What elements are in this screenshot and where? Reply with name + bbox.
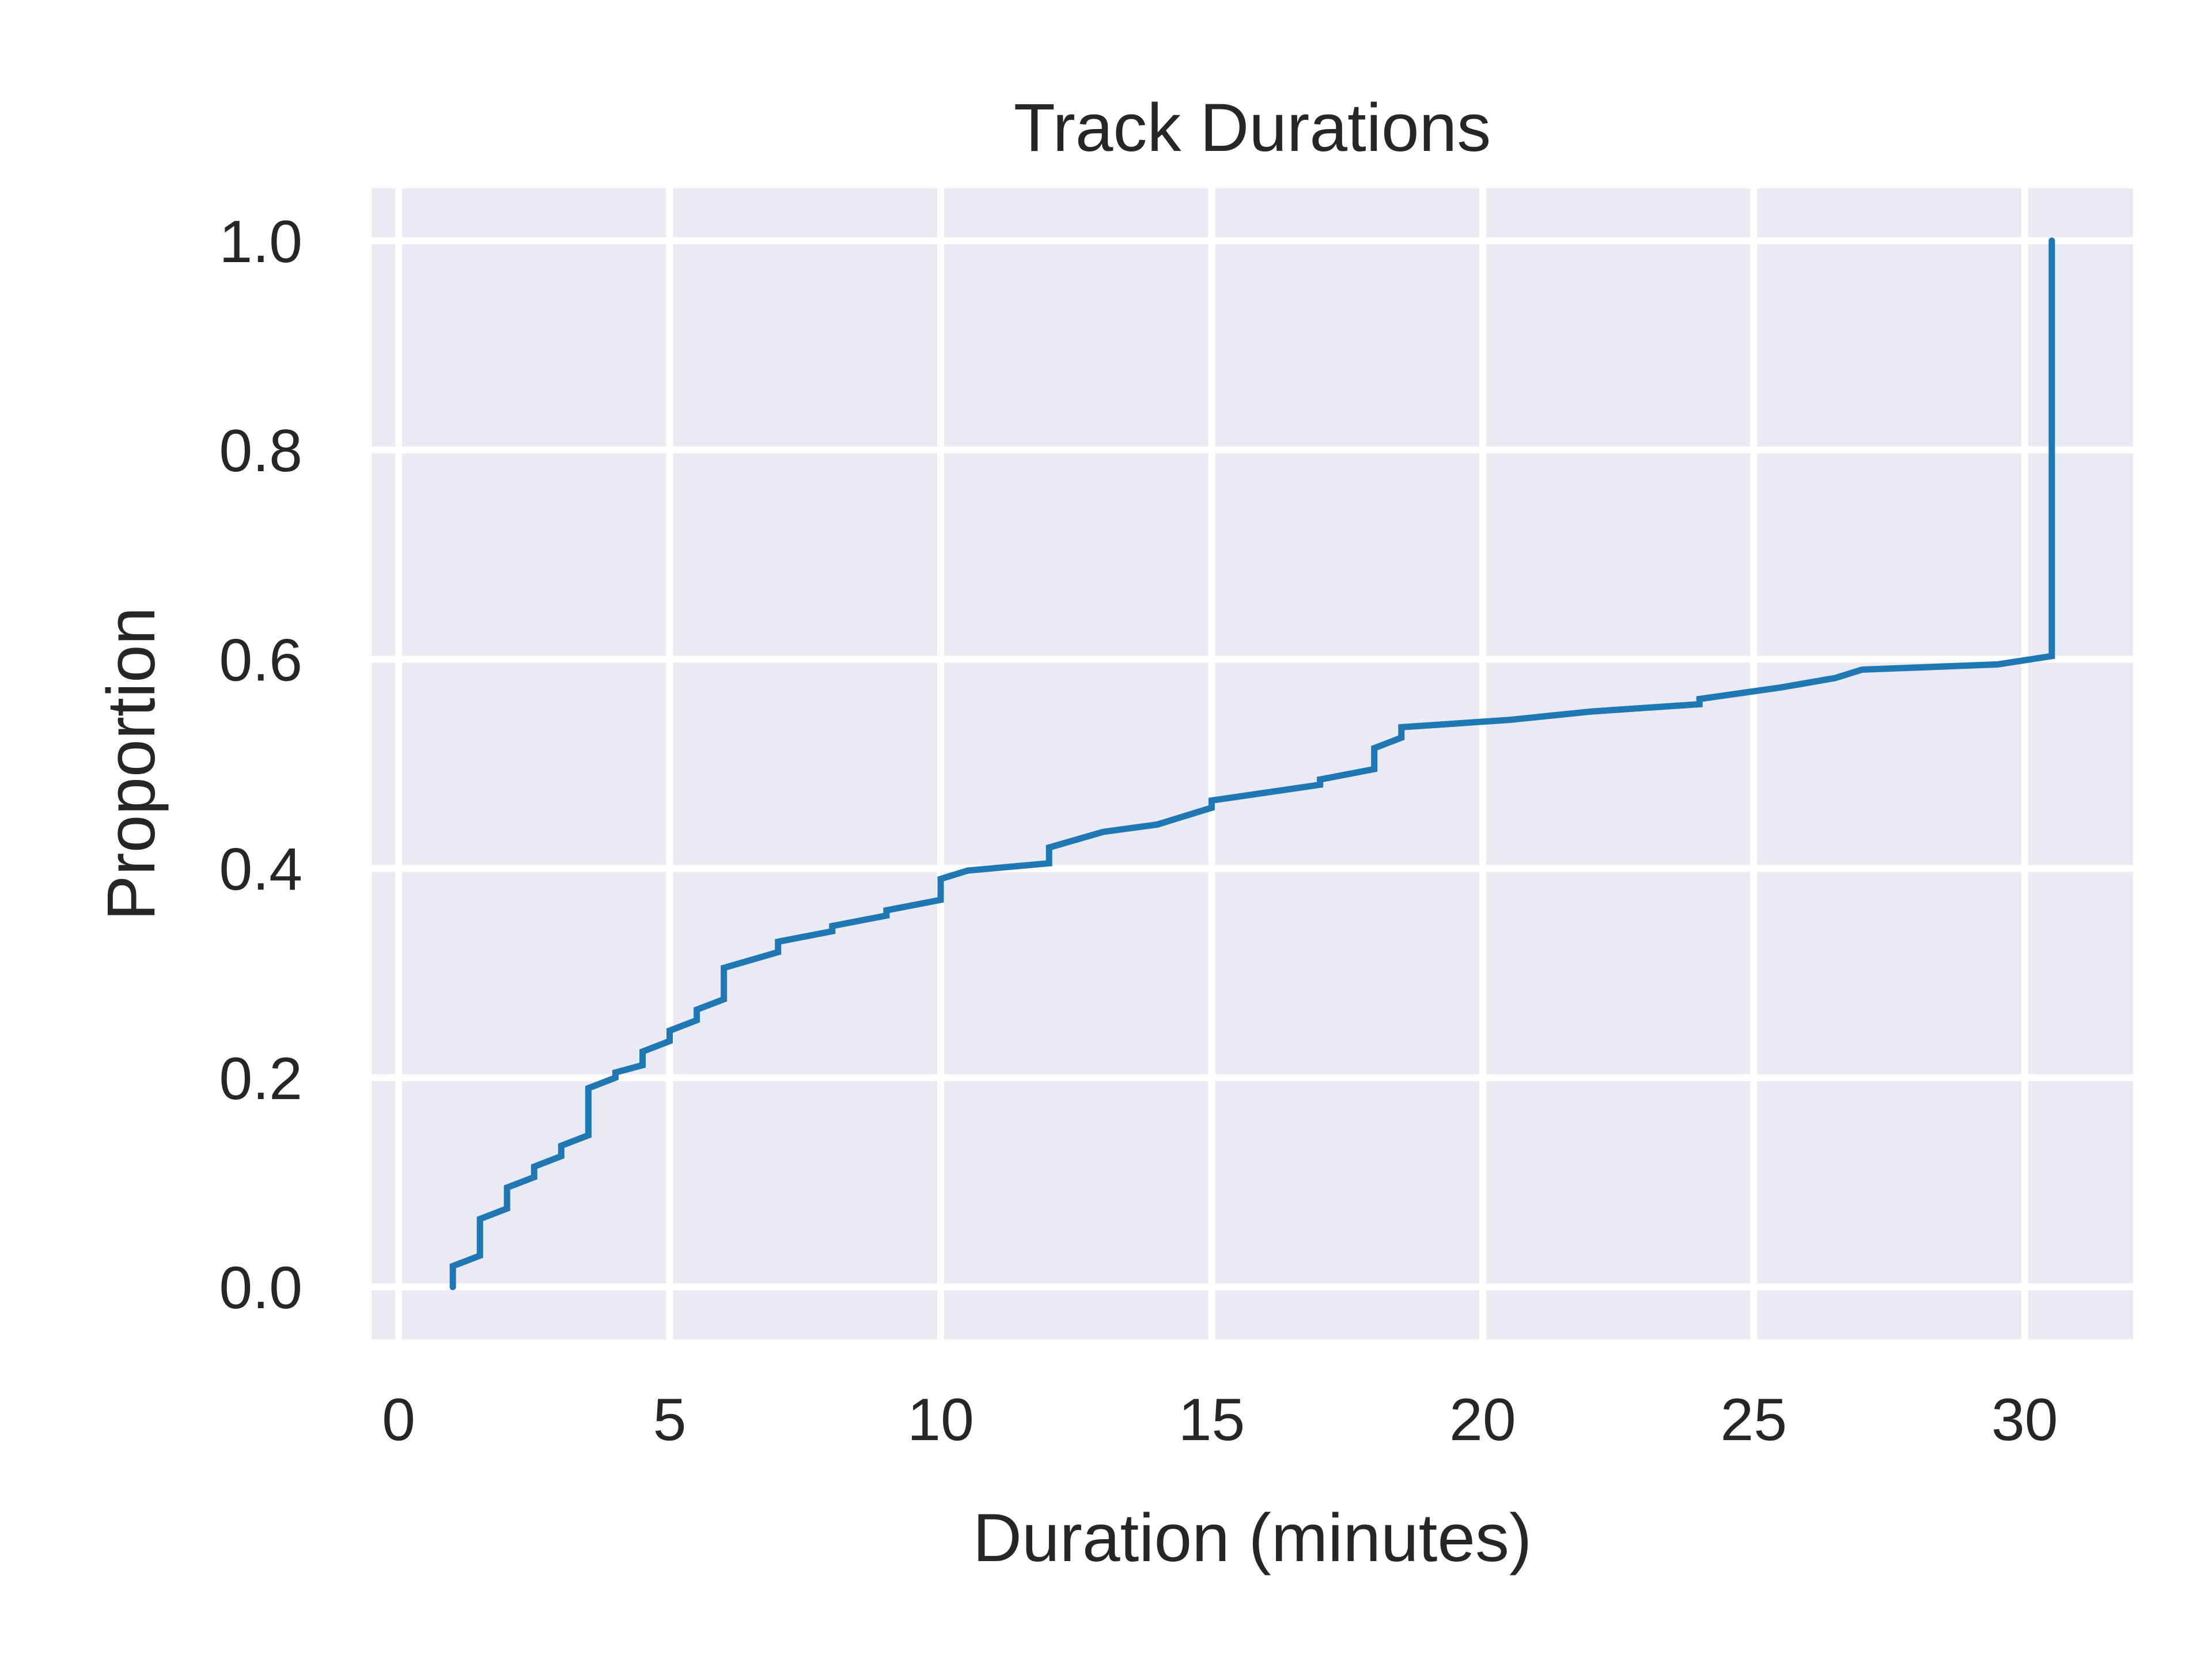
y-tick-labels: 0.0 0.2 0.4 0.6 0.8 1.0	[219, 209, 302, 1321]
y-tick-label: 1.0	[219, 209, 302, 275]
grid-lines	[372, 188, 2133, 1339]
x-tick-label: 25	[1721, 1387, 1787, 1453]
x-tick-label: 5	[653, 1387, 687, 1453]
y-axis-label: Proportion	[93, 607, 169, 921]
y-tick-label: 0.0	[219, 1255, 302, 1321]
plot-area	[372, 188, 2133, 1339]
y-tick-label: 0.6	[219, 627, 302, 694]
y-tick-label: 0.4	[219, 836, 302, 903]
y-tick-label: 0.8	[219, 418, 302, 484]
x-tick-labels: 0 5 10 15 20 25 30	[382, 1387, 2058, 1453]
chart-title: Track Durations	[1014, 90, 1491, 166]
x-tick-label: 0	[382, 1387, 415, 1453]
ecdf-line	[449, 237, 2055, 1290]
x-axis-label: Duration (minutes)	[973, 1500, 1532, 1576]
x-tick-label: 20	[1449, 1387, 1516, 1453]
y-tick-label: 0.2	[219, 1046, 302, 1112]
x-tick-label: 15	[1179, 1387, 1245, 1453]
series-group	[449, 237, 2055, 1290]
x-tick-label: 10	[907, 1387, 974, 1453]
x-tick-label: 30	[1991, 1387, 2058, 1453]
